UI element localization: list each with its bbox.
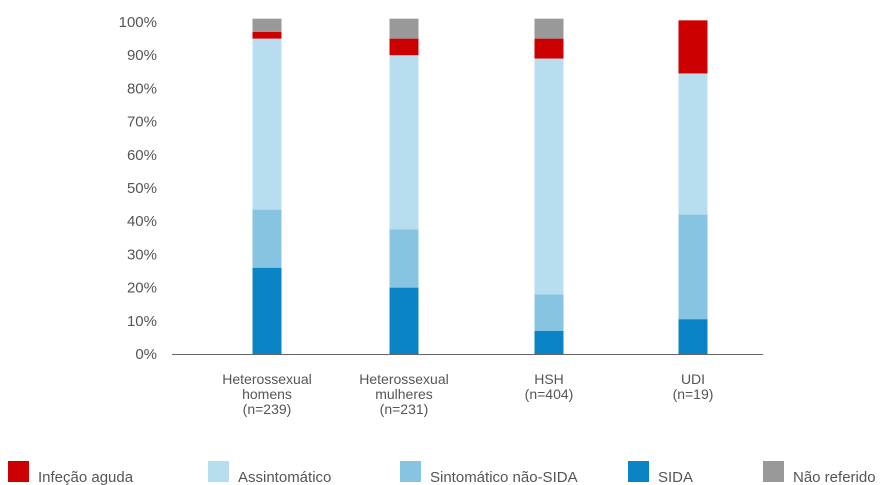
bar-segment-assintomatico [252,38,282,210]
y-tick-label: 70% [127,114,157,131]
y-tick-label: 0% [135,346,157,363]
y-tick-label: 80% [127,80,157,97]
y-tick-label: 60% [127,147,157,164]
bar-segment-sida [252,267,282,354]
bar-segment-assintomatico [678,73,708,215]
bar-segment-nao-referido [389,18,419,39]
y-tick-label: 100% [119,14,157,31]
legend: Infeção aguda Assintomático Sintomático nã… [8,461,876,485]
bar-segment-sintomatico-nao-sida [678,214,708,320]
x-category-label: Heterossexual mulheres (n=231) [359,371,449,417]
legend-swatch-nao-referido [763,461,784,482]
legend-label-infecao-aguda: Infeção aguda [38,469,134,485]
x-axis-labels: Heterossexual homens (n=239) Heterossexual m… [222,371,713,417]
legend-label-assintomatico: Assintomático [238,469,331,485]
y-axis: 0% 10% 20% 30% 40% 50% 60% 70% 80% 90% 100% [119,14,157,363]
x-category-label: UDI (n=19) [673,371,714,402]
bar-segment-infecao-aguda [389,38,419,56]
y-tick-label: 30% [127,246,157,263]
y-tick-label: 20% [127,280,157,297]
bar-segment-sida [678,319,708,354]
legend-label-sida: SIDA [658,469,693,485]
y-tick-label: 50% [127,180,157,197]
legend-swatch-sida [628,461,649,482]
bar-segment-assintomatico [389,55,419,230]
legend-swatch-infecao-aguda [8,461,29,482]
bar-segment-sintomatico-nao-sida [389,229,419,288]
x-category-label: Heterossexual homens (n=239) [222,371,312,417]
legend-swatch-assintomatico [208,461,229,482]
x-category-label: HSH (n=404) [525,371,574,402]
bar-segment-sida [389,287,419,354]
legend-label-sintomatico-nao-sida: Sintomático não-SIDA [430,469,578,485]
bar-segment-nao-referido [534,18,564,39]
bar-segment-infecao-aguda [252,31,282,39]
y-tick-label: 10% [127,313,157,330]
bar-segment-assintomatico [534,58,564,295]
bar-segment-nao-referido [252,18,282,32]
y-tick-label: 90% [127,47,157,64]
legend-swatch-sintomatico-nao-sida [400,461,421,482]
bar-segment-infecao-aguda [534,38,564,59]
bar-segment-sida [534,330,564,354]
bar-segment-infecao-aguda [678,20,708,74]
bar-segment-sintomatico-nao-sida [534,294,564,331]
y-tick-label: 40% [127,213,157,230]
bar-segment-sintomatico-nao-sida [252,209,282,268]
bars [252,18,708,354]
legend-label-nao-referido: Não referido [793,469,876,485]
